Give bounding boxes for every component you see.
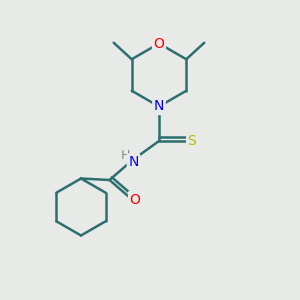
Text: O: O — [154, 37, 164, 50]
Text: S: S — [188, 134, 196, 148]
Text: O: O — [130, 193, 140, 206]
Text: N: N — [128, 155, 139, 169]
Text: H: H — [121, 148, 130, 162]
Text: N: N — [154, 100, 164, 113]
